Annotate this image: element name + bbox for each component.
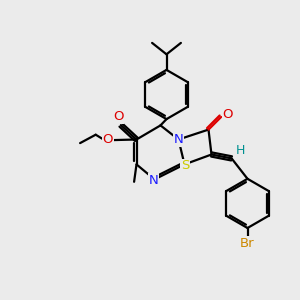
Text: O: O	[223, 108, 233, 121]
Text: H: H	[235, 143, 245, 157]
Text: O: O	[102, 133, 113, 146]
Text: N: N	[174, 133, 183, 146]
Text: N: N	[149, 173, 159, 187]
Text: S: S	[181, 159, 189, 172]
Text: Br: Br	[240, 237, 255, 250]
Text: O: O	[113, 110, 124, 123]
